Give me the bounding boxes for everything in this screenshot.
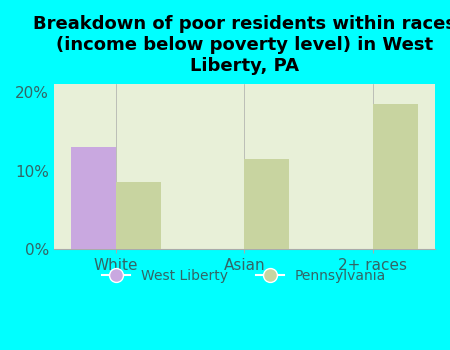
Bar	[373, 104, 418, 249]
Bar	[116, 182, 161, 249]
Bar	[71, 147, 116, 249]
Title: Breakdown of poor residents within races
(income below poverty level) in West
Li: Breakdown of poor residents within races…	[33, 15, 450, 75]
Bar	[244, 159, 289, 249]
Legend: West Liberty, Pennsylvania: West Liberty, Pennsylvania	[97, 263, 392, 288]
